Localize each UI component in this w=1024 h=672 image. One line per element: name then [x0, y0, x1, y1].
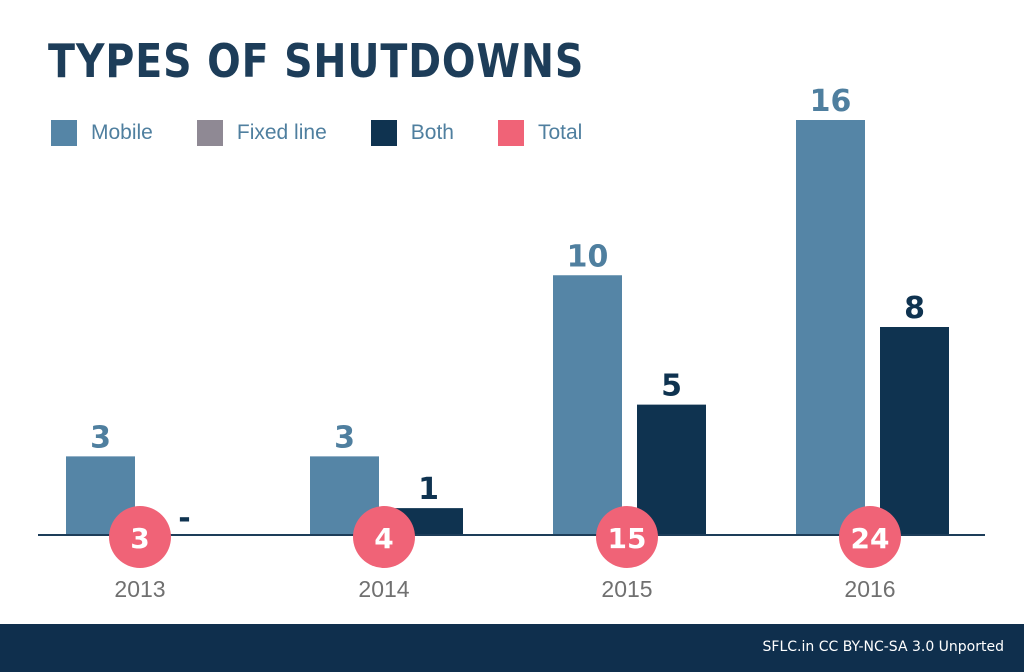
- x-tick-label-2016: 2016: [844, 576, 895, 602]
- footer-bar: SFLC.in CC BY-NC-SA 3.0 Unported: [0, 624, 1024, 672]
- legend-label-total: Total: [537, 121, 583, 144]
- legend-swatch-fixed-line: [196, 120, 223, 146]
- bar-both-2016: [880, 327, 949, 534]
- legend-item-total: Total: [497, 120, 583, 146]
- total-circle-2014: [353, 506, 415, 568]
- data-label-both-2016: 8: [904, 291, 925, 326]
- data-label-both-2013: -: [178, 501, 190, 536]
- total-circle-2013: [109, 506, 171, 568]
- legend-item-mobile: Mobile: [51, 120, 153, 146]
- bar-both-2015: [637, 404, 706, 534]
- legend: Mobile Fixed line Both Total: [51, 120, 626, 146]
- legend-item-both: Both: [370, 120, 454, 146]
- data-label-mobile-2013: 3: [90, 420, 111, 455]
- x-tick-label-2013: 2013: [114, 576, 165, 602]
- license-credit: SFLC.in CC BY-NC-SA 3.0 Unported: [762, 639, 1004, 655]
- chart-title: TYPES OF SHUTDOWNS: [48, 34, 585, 88]
- total-label-2014: 4: [374, 522, 393, 555]
- total-label-2013: 3: [130, 522, 149, 555]
- total-label-2015: 15: [608, 522, 647, 555]
- total-circle-2016: [839, 506, 901, 568]
- legend-swatch-total: [497, 120, 524, 146]
- bar-mobile-2015: [553, 275, 622, 534]
- legend-label-fixed-line: Fixed line: [236, 121, 327, 144]
- x-tick-label-2014: 2014: [358, 576, 409, 602]
- legend-swatch-mobile: [51, 120, 77, 146]
- legend-label-both: Both: [410, 121, 454, 144]
- data-label-mobile-2014: 3: [334, 420, 355, 455]
- bar-mobile-2016: [796, 120, 865, 534]
- legend-label-mobile: Mobile: [91, 121, 153, 144]
- x-tick-label-2015: 2015: [601, 576, 652, 602]
- data-label-mobile-2015: 10: [567, 239, 609, 274]
- total-label-2016: 24: [851, 522, 890, 555]
- legend-item-fixed-line: Fixed line: [196, 120, 327, 146]
- total-circle-2015: [596, 506, 658, 568]
- data-label-both-2015: 5: [661, 369, 682, 404]
- data-label-mobile-2016: 16: [810, 84, 852, 119]
- legend-swatch-both: [370, 120, 397, 146]
- data-label-both-2014: 1: [418, 472, 439, 507]
